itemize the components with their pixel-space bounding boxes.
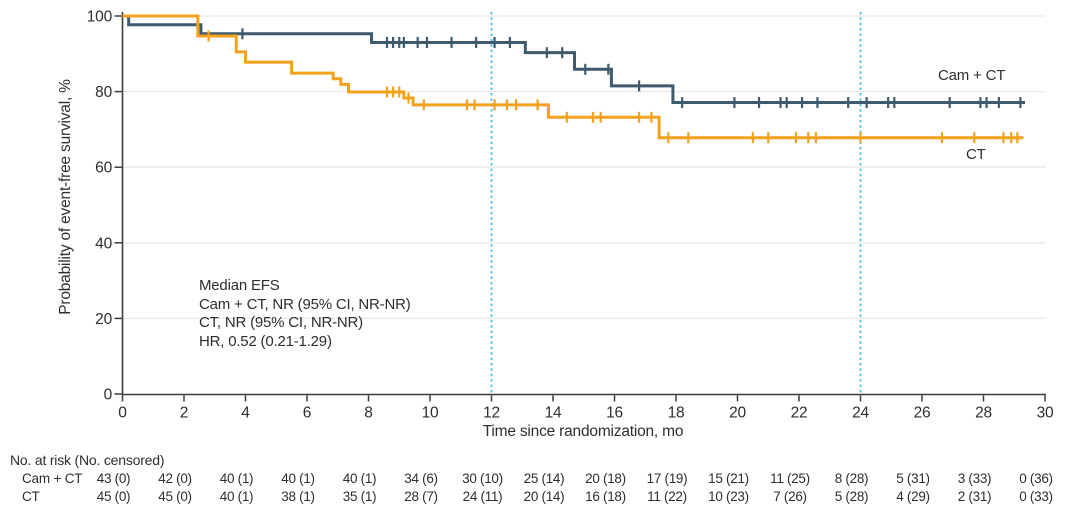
x-tick-label: 14: [545, 405, 562, 422]
risk-cell: 30 (10): [462, 471, 503, 486]
x-tick-label: 26: [914, 405, 931, 422]
risk-cell: 8 (28): [834, 471, 869, 486]
risk-cell: 17 (19): [646, 471, 688, 486]
risk-cell: 38 (1): [281, 488, 315, 504]
risk-cell: 40 (1): [219, 488, 254, 504]
y-tick-label: 40: [95, 235, 112, 252]
series-label-ct: CT: [966, 146, 986, 163]
x-tick-label: 6: [303, 405, 311, 422]
series-label-cam-ct: Cam + CT: [938, 67, 1006, 84]
risk-row-label-ct: CT: [22, 488, 40, 504]
x-tick-label: 30: [1037, 405, 1054, 422]
x-axis-title: Time since randomization, mo: [482, 423, 684, 440]
y-axis-title: Probability of event-free survival, %: [57, 79, 74, 315]
risk-cell: 20 (18): [585, 471, 626, 486]
risk-cell: 42 (0): [158, 471, 192, 486]
risk-cell: 0 (33): [1019, 488, 1053, 504]
risk-cell: 16 (18): [585, 488, 626, 504]
risk-cell: 40 (1): [342, 471, 377, 486]
x-tick-label: 12: [483, 405, 500, 422]
risk-cell: 45 (0): [158, 488, 192, 504]
risk-cell: 28 (7): [404, 488, 438, 504]
x-tick-label: 8: [364, 405, 372, 422]
median-efs-annotation: Median EFS Cam + CT, NR (95% CI, NR-NR) …: [199, 277, 411, 351]
risk-cell: 11 (22): [647, 488, 687, 504]
risk-row-label-cam-ct: Cam + CT: [22, 471, 83, 486]
risk-cell: 43 (0): [96, 471, 131, 486]
survival-curve-cam-ct: [122, 14, 1026, 105]
y-tick-label: 20: [95, 311, 112, 328]
risk-cell: 11 (25): [770, 471, 810, 486]
x-tick-label: 20: [729, 405, 746, 422]
x-tick-label: 18: [668, 405, 685, 422]
x-tick-label: 0: [118, 405, 127, 422]
risk-cell: 10 (23): [708, 488, 749, 504]
risk-cell: 3 (33): [957, 471, 992, 486]
y-tick-label: 80: [95, 84, 112, 101]
x-tick-label: 22: [791, 405, 808, 422]
risk-cell: 5 (28): [834, 488, 869, 504]
risk-cell: 0 (36): [1019, 471, 1053, 486]
annotation-line-cam-ct: Cam + CT, NR (95% CI, NR-NR): [199, 295, 411, 313]
risk-cell: 40 (1): [219, 471, 254, 486]
risk-cell: 5 (31): [896, 471, 930, 486]
y-tick-label: 60: [95, 160, 112, 177]
risk-cell: 4 (29): [896, 488, 930, 504]
survival-curve-ct: [122, 14, 1024, 140]
y-tick-label: 100: [87, 9, 113, 26]
risk-cell: 40 (1): [281, 471, 315, 486]
risk-cell: 24 (11): [462, 488, 503, 504]
x-tick-label: 28: [975, 405, 992, 422]
risk-cell: 7 (26): [773, 488, 807, 504]
risk-cell: 45 (0): [96, 488, 131, 504]
x-tick-label: 4: [241, 405, 250, 422]
risk-cell: 2 (31): [957, 488, 992, 504]
x-tick-label: 24: [852, 405, 869, 422]
x-tick-label: 16: [606, 405, 623, 422]
y-tick-label: 0: [104, 387, 113, 404]
risk-cell: 25 (14): [523, 471, 565, 486]
annotation-line-ct: CT, NR (95% CI, NR-NR): [199, 314, 363, 331]
x-tick-label: 2: [180, 405, 188, 422]
risk-cell: 20 (14): [523, 488, 565, 504]
risk-cell: 15 (21): [708, 471, 749, 486]
annotation-line-median-efs: Median EFS: [199, 277, 280, 294]
risk-cell: 35 (1): [342, 488, 377, 504]
risk-table-header: No. at risk (No. censored): [10, 452, 165, 468]
risk-cell: 34 (6): [404, 471, 438, 486]
annotation-line-hr: HR, 0.52 (0.21-1.29): [199, 332, 332, 350]
x-tick-label: 10: [422, 405, 439, 422]
